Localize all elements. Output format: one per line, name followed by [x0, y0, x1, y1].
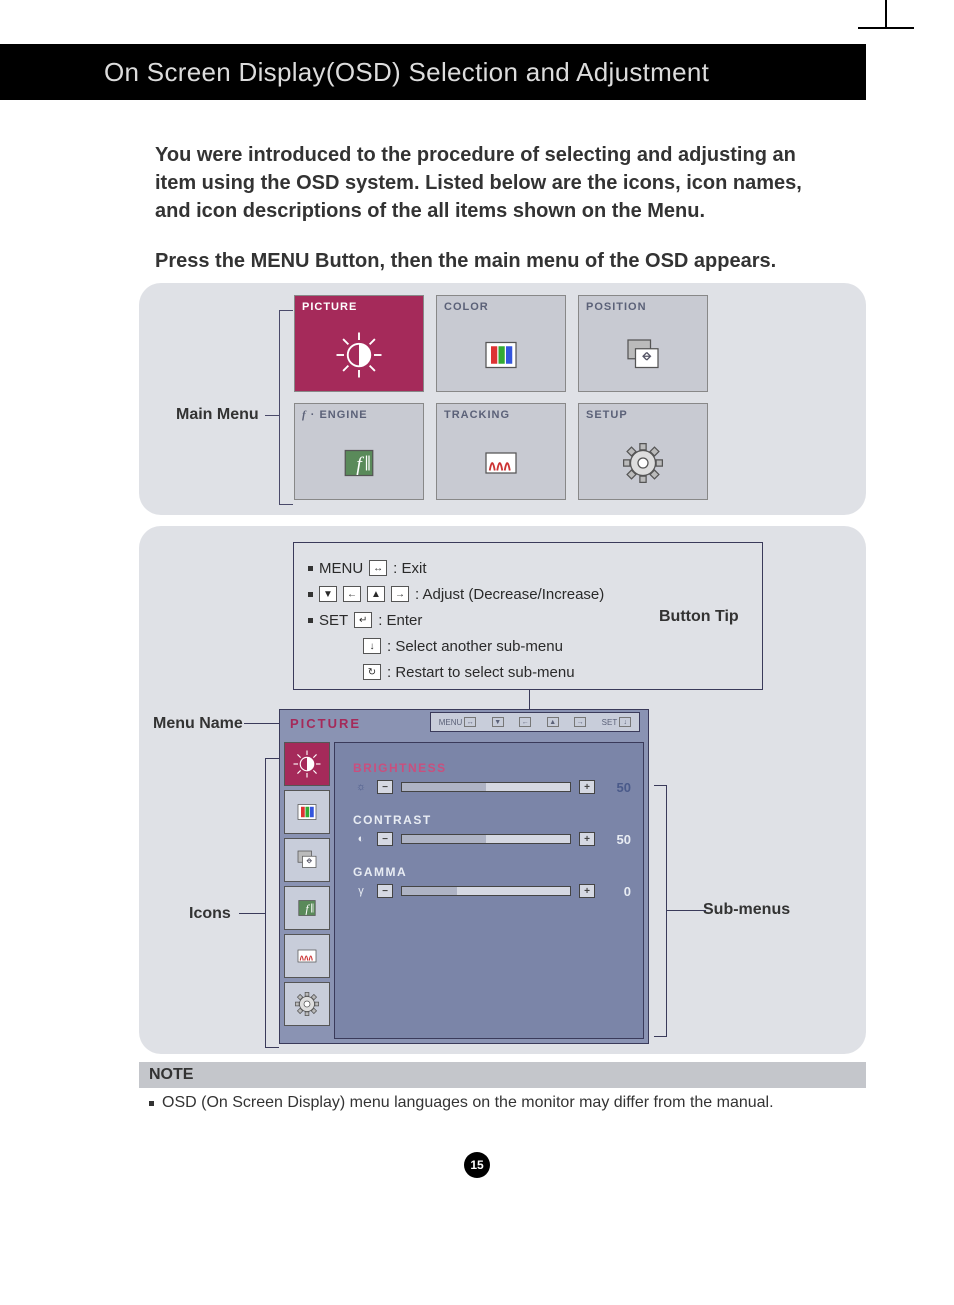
osd-side-position-icon[interactable]: [284, 838, 330, 882]
menu-cell-fengine[interactable]: f · ENGINEf: [294, 403, 424, 500]
button-tip-row: ↓: Select another sub-menu: [308, 635, 748, 657]
header-bar: On Screen Display(OSD) Selection and Adj…: [0, 44, 866, 100]
osd-side-tracking-icon[interactable]: [284, 934, 330, 978]
osd-window: PICTURE MENU↔ ▼ ← ▲ → SET↓ f BRIGHTNESS ☼ − +…: [279, 709, 649, 1044]
osd-hint-item: SET↓: [602, 717, 632, 727]
intro-p1: You were introduced to the procedure of …: [155, 141, 835, 225]
button-tip-row: ▼←▲→: Adjust (Decrease/Increase): [308, 583, 748, 605]
minus-button[interactable]: −: [377, 884, 393, 898]
osd-side-f-icon[interactable]: f: [284, 886, 330, 930]
osd-hint-item: ▼: [492, 717, 504, 727]
osd-side-rgb-icon[interactable]: [284, 790, 330, 834]
menu-grid: PICTURECOLORPOSITION f · ENGINEfTRACKINGS…: [294, 295, 708, 500]
slider-brightness: BRIGHTNESS ☼ − + 50: [353, 761, 631, 795]
intro-p2: Press the MENU Button, then the main men…: [155, 247, 835, 275]
plus-button[interactable]: +: [579, 780, 595, 794]
submenus-label: Sub-menus: [703, 901, 790, 919]
slider-track[interactable]: [401, 886, 571, 896]
osd-side-brightness-icon[interactable]: [284, 742, 330, 786]
osd-hint-item: →: [574, 717, 586, 727]
main-menu-label: Main Menu: [176, 406, 259, 424]
bullet-icon: [149, 1101, 154, 1106]
slider-track[interactable]: [401, 834, 571, 844]
osd-hint-item: MENU↔: [439, 717, 477, 727]
menu-name-label: Menu Name: [153, 715, 243, 733]
page-number: 15: [464, 1152, 490, 1178]
minus-button[interactable]: −: [377, 780, 393, 794]
connector: [244, 723, 284, 724]
button-tip-label: Button Tip: [659, 608, 739, 626]
menu-cell-color[interactable]: COLOR: [436, 295, 566, 392]
submenus-bracket: [654, 785, 694, 1037]
icons-label: Icons: [189, 905, 231, 923]
note-text: OSD (On Screen Display) menu languages o…: [162, 1094, 774, 1112]
button-tip-row: ↻: Restart to select sub-menu: [308, 661, 748, 683]
slider-track[interactable]: [401, 782, 571, 792]
menu-cell-tracking[interactable]: TRACKING: [436, 403, 566, 500]
detail-panel: MENU↔: Exit ▼←▲→: Adjust (Decrease/Increa…: [139, 526, 866, 1054]
menu-cell-picture[interactable]: PICTURE: [294, 295, 424, 392]
osd-side-icons: f: [284, 742, 330, 1038]
osd-title: PICTURE: [290, 716, 361, 731]
slider-gamma: GAMMA γ − + 0: [353, 865, 631, 899]
header-title: On Screen Display(OSD) Selection and Adj…: [104, 57, 709, 88]
note-title: NOTE: [139, 1062, 866, 1088]
note-block: NOTE OSD (On Screen Display) menu langua…: [139, 1062, 866, 1118]
menu-cell-position[interactable]: POSITION: [578, 295, 708, 392]
note-body: OSD (On Screen Display) menu languages o…: [139, 1088, 866, 1118]
osd-hint-item: ▲: [547, 717, 559, 727]
crop-marks: [858, 0, 886, 28]
osd-hint-item: ←: [519, 717, 531, 727]
slider-contrast: CONTRAST ◐ − + 50: [353, 813, 631, 847]
osd-main-area: BRIGHTNESS ☼ − + 50 CONTRAST ◐ − + 50 GA…: [334, 742, 644, 1039]
intro-block: You were introduced to the procedure of …: [155, 141, 835, 297]
menu-cell-setup[interactable]: SETUP: [578, 403, 708, 500]
icons-bracket: [239, 758, 279, 1048]
main-menu-bracket: [265, 310, 293, 505]
button-tip-row: MENU↔: Exit: [308, 557, 748, 579]
plus-button[interactable]: +: [579, 832, 595, 846]
osd-side-gear-icon[interactable]: [284, 982, 330, 1026]
plus-button[interactable]: +: [579, 884, 595, 898]
main-menu-panel: Main Menu PICTURECOLORPOSITION f · ENGINE…: [139, 283, 866, 515]
osd-hint-bar: MENU↔ ▼ ← ▲ → SET↓: [430, 712, 640, 732]
minus-button[interactable]: −: [377, 832, 393, 846]
